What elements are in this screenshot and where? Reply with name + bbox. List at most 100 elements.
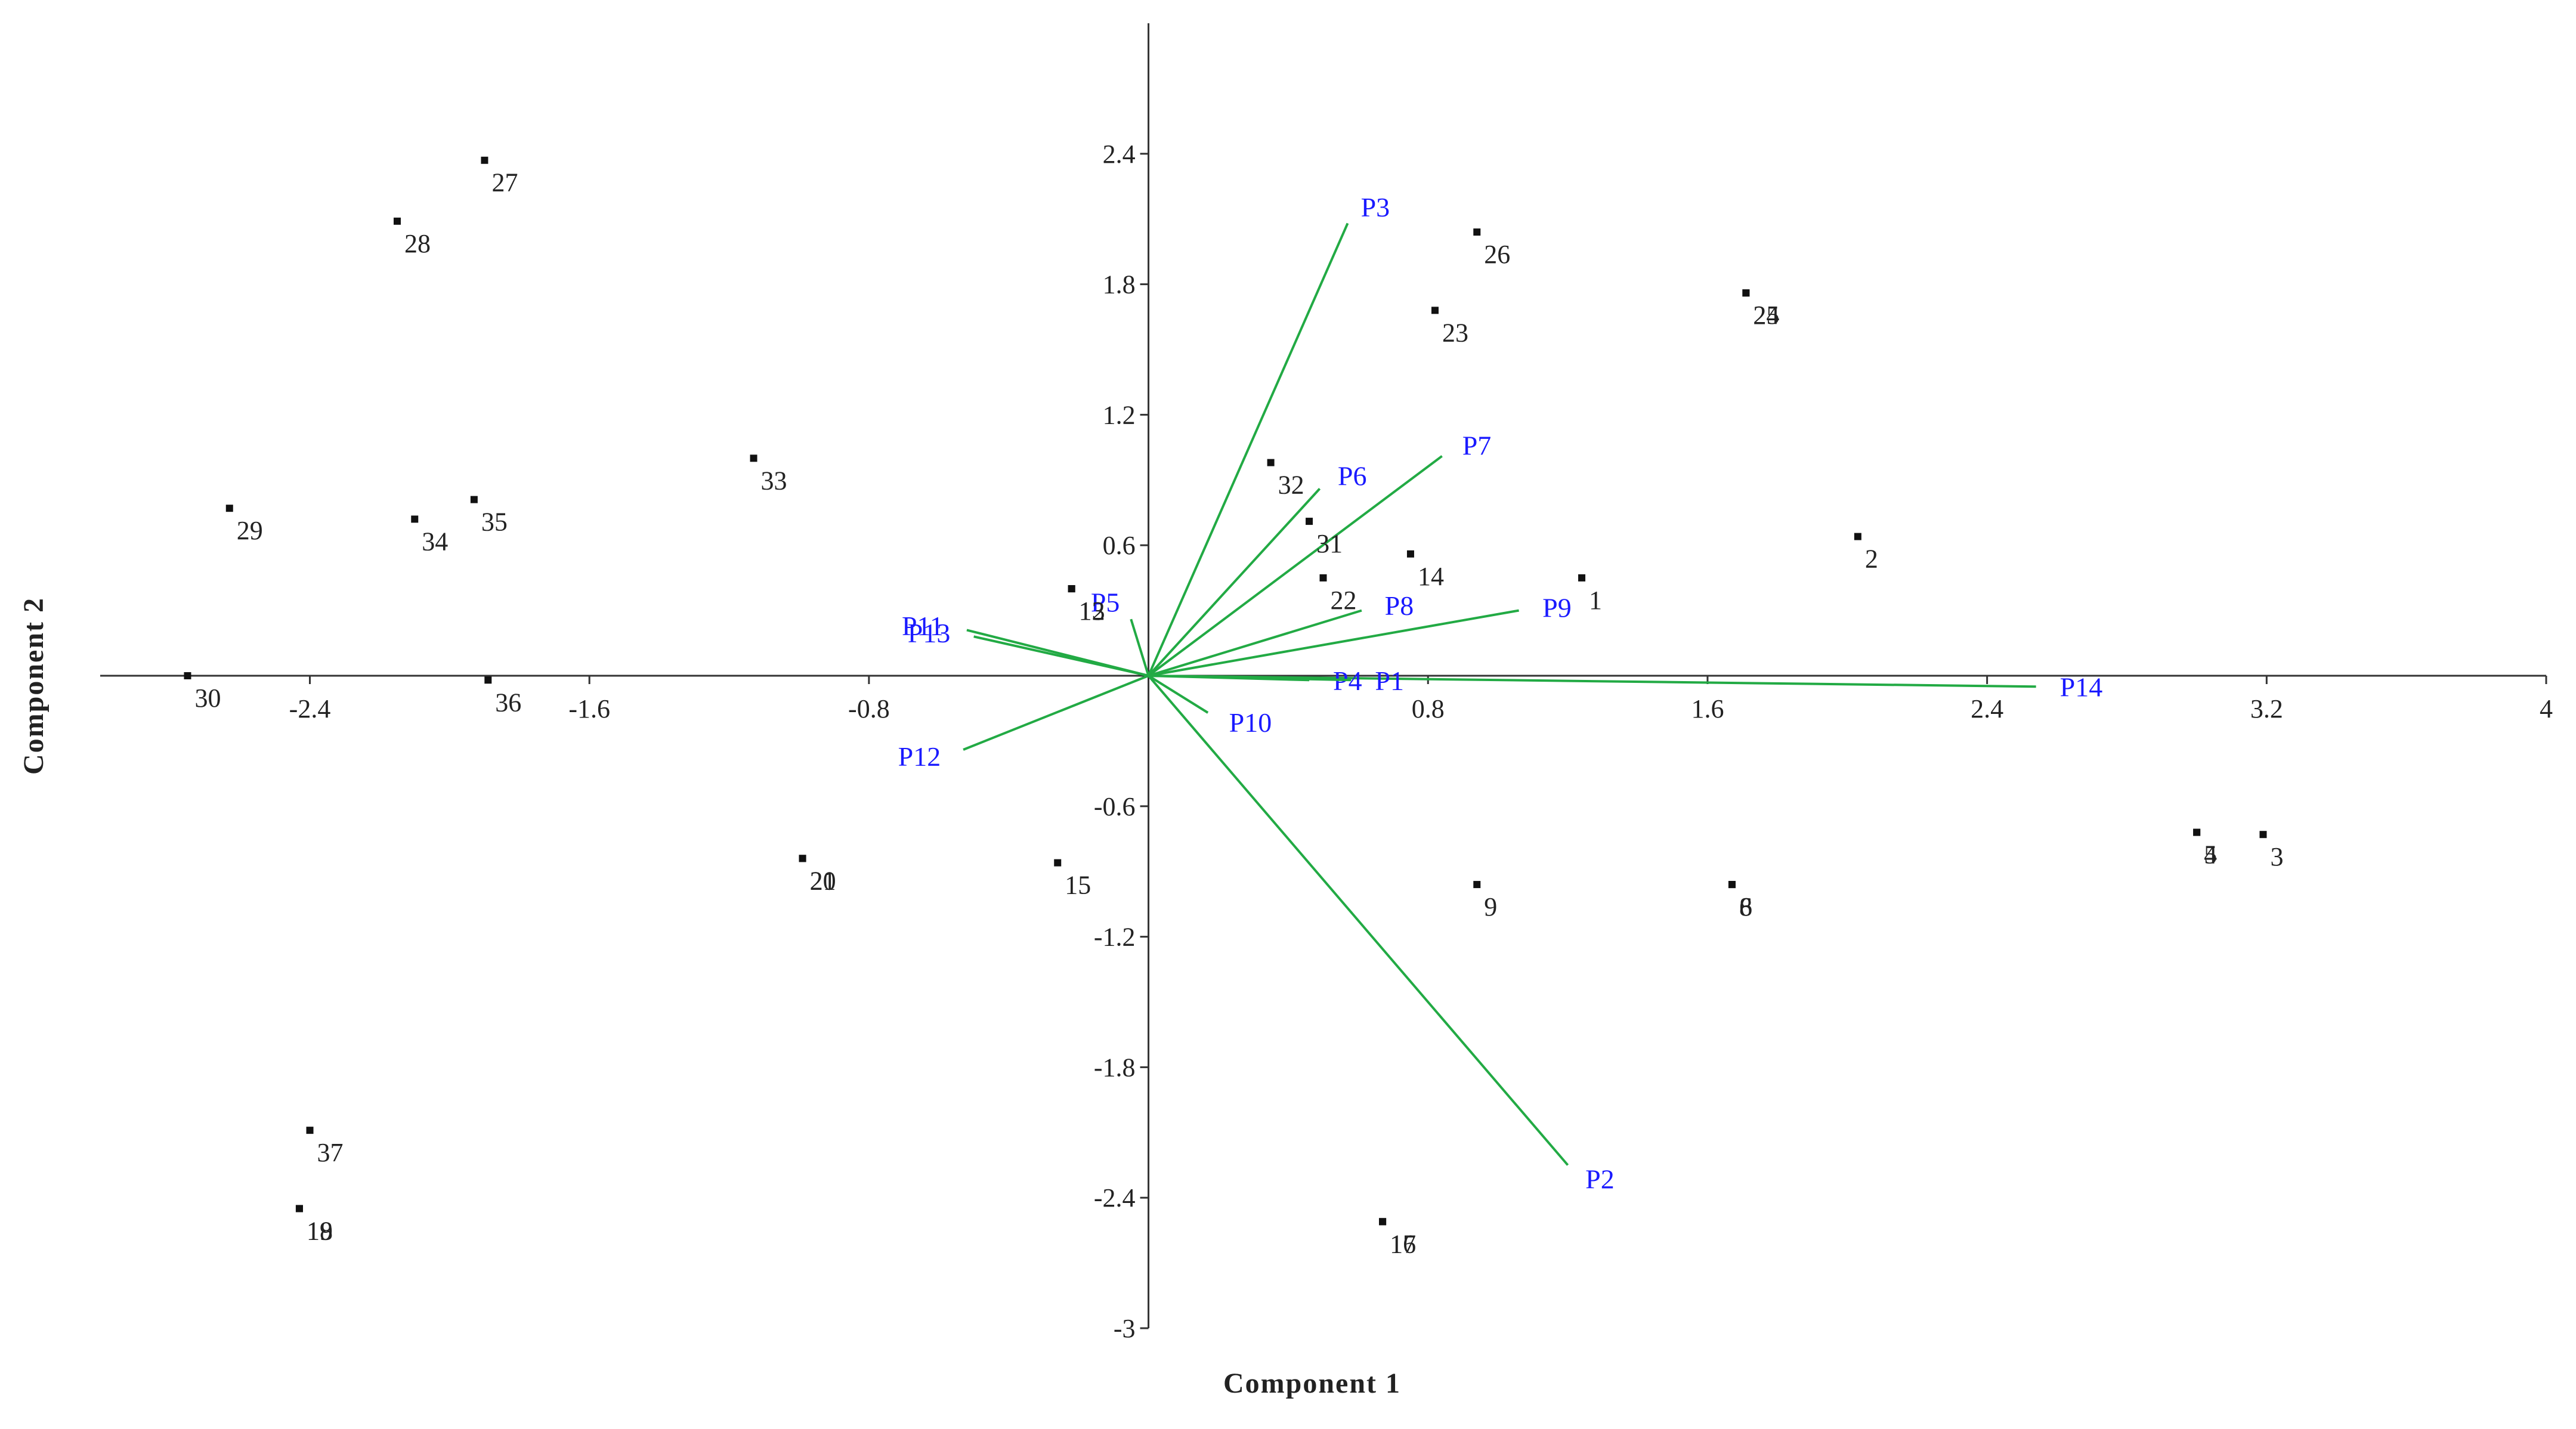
y-tick-label: 1.8 <box>1103 270 1136 299</box>
point <box>393 217 401 225</box>
point-label: 4 <box>2204 840 2217 870</box>
vector-label: P12 <box>898 741 941 772</box>
point <box>2193 828 2201 836</box>
y-tick-label: 1.2 <box>1103 400 1136 429</box>
point-label: 17 <box>1390 1229 1416 1258</box>
point-label: 30 <box>194 683 221 713</box>
point-label: 34 <box>422 527 448 556</box>
vector-label: P2 <box>1585 1164 1615 1194</box>
vector-label: P9 <box>1542 592 1572 623</box>
point <box>225 505 233 512</box>
point <box>306 1127 314 1134</box>
point <box>1473 228 1481 236</box>
point <box>295 1205 303 1213</box>
vector-label: P13 <box>908 618 951 648</box>
vector-label: P11 <box>902 611 944 641</box>
point <box>1406 550 1414 558</box>
point <box>1728 881 1736 889</box>
x-tick-label: -2.4 <box>289 694 331 723</box>
point <box>1379 1218 1387 1226</box>
point <box>1267 459 1275 466</box>
loading-vector <box>1130 618 1150 676</box>
x-tick-label: 4 <box>2540 694 2553 723</box>
loading-vector <box>1148 675 1569 1166</box>
vector-label: P14 <box>2060 672 2103 703</box>
point-label: 2 <box>1865 545 1878 574</box>
point <box>750 454 757 462</box>
point-label: 35 <box>481 508 508 537</box>
point-label: 20 <box>810 866 836 895</box>
point <box>1431 307 1439 314</box>
point-label: 29 <box>237 516 263 545</box>
point <box>470 496 478 503</box>
point-label: 5 <box>2204 840 2217 870</box>
y-tick-label: 0.6 <box>1103 531 1136 560</box>
point-label: 18 <box>307 1216 333 1245</box>
point <box>1068 585 1075 593</box>
x-axis-title: Component 1 <box>1223 1368 1401 1399</box>
point-label: 6 <box>1739 892 1752 921</box>
loading-vector <box>1148 455 1443 677</box>
point-label: 37 <box>317 1138 344 1167</box>
point <box>1742 289 1750 297</box>
point <box>184 672 191 679</box>
x-tick-label: 1.6 <box>1691 694 1724 723</box>
y-tick-label: -3 <box>1114 1314 1136 1343</box>
vector-label: P5 <box>1091 587 1120 618</box>
vector-label: P10 <box>1229 707 1272 738</box>
point-label: 19 <box>307 1216 333 1245</box>
point-label: 15 <box>1065 871 1091 900</box>
point-label: 14 <box>1418 562 1444 591</box>
point-label: 8 <box>1739 892 1752 921</box>
x-tick-label: 2.4 <box>1971 694 2003 723</box>
point <box>799 855 806 862</box>
point <box>1319 574 1327 582</box>
loading-vector <box>1148 488 1321 677</box>
point <box>2259 831 2267 839</box>
point-label: 13 <box>1079 596 1105 626</box>
point-label: 33 <box>761 466 787 495</box>
point-label: 25 <box>1753 301 1779 330</box>
point-label: 24 <box>1753 301 1779 330</box>
vector-label: P6 <box>1338 460 1367 491</box>
y-tick-label: -1.8 <box>1094 1053 1136 1082</box>
point-label: 16 <box>1390 1229 1416 1258</box>
point-label: 28 <box>404 229 431 258</box>
point <box>481 156 488 164</box>
point <box>1054 859 1062 867</box>
loading-vector <box>1148 675 1209 714</box>
y-tick-label: -1.2 <box>1094 923 1136 952</box>
y-tick-label: 2.4 <box>1103 140 1136 169</box>
point-label: 27 <box>491 168 518 197</box>
point <box>1578 574 1586 582</box>
point-label: 26 <box>1484 240 1510 269</box>
y-tick-label: -2.4 <box>1094 1183 1136 1213</box>
loading-vector <box>1148 609 1362 677</box>
vector-label: P8 <box>1385 590 1414 621</box>
point-label: 31 <box>1316 529 1343 558</box>
point <box>484 676 492 684</box>
point <box>1854 533 1861 540</box>
point <box>411 515 419 523</box>
point-label: 3 <box>2270 842 2283 871</box>
y-tick-label: -0.6 <box>1094 792 1136 821</box>
point-label: 9 <box>1484 892 1497 921</box>
x-tick-label: 0.8 <box>1412 694 1445 723</box>
y-axis-title: Component 2 <box>18 597 50 775</box>
point-label: 21 <box>810 866 836 895</box>
point <box>1473 881 1481 889</box>
loading-vector <box>1147 222 1349 676</box>
loading-vector <box>1148 675 1352 682</box>
vector-label: P3 <box>1361 192 1390 222</box>
x-tick-label: -1.6 <box>568 694 610 723</box>
x-tick-label: -0.8 <box>848 694 890 723</box>
loading-vector <box>973 635 1149 677</box>
loading-vector <box>1148 609 1519 677</box>
loading-vector <box>963 675 1149 751</box>
loading-vector <box>1148 675 2036 688</box>
point-label: 12 <box>1079 596 1105 626</box>
x-tick-label: 3.2 <box>2250 694 2283 723</box>
point-label: 36 <box>495 688 521 717</box>
vector-label: P1 <box>1375 666 1404 696</box>
